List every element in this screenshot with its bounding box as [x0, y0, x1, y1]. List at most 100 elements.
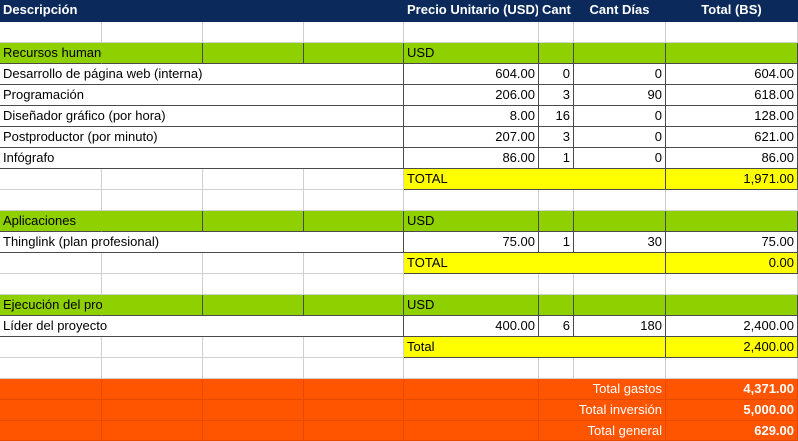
cell[interactable] — [102, 43, 203, 64]
cell[interactable] — [203, 421, 304, 441]
cell[interactable] — [0, 22, 102, 43]
cell[interactable] — [666, 22, 798, 43]
cell[interactable] — [304, 22, 404, 43]
item-description[interactable]: Diseñador gráfico (por hora) — [0, 106, 404, 127]
cell[interactable] — [304, 295, 404, 316]
cell[interactable] — [102, 337, 203, 358]
cell[interactable] — [203, 400, 304, 421]
cell[interactable] — [203, 190, 304, 211]
item-cant[interactable]: 3 — [539, 127, 574, 148]
item-precio[interactable]: 8.00 — [404, 106, 539, 127]
cell[interactable] — [304, 190, 404, 211]
item-total[interactable]: 86.00 — [666, 148, 798, 169]
item-cant[interactable]: 16 — [539, 106, 574, 127]
cell[interactable] — [102, 400, 203, 421]
cell[interactable] — [304, 358, 404, 379]
item-dias[interactable]: 0 — [574, 106, 666, 127]
section-title[interactable]: Aplicaciones — [0, 211, 102, 232]
summary-value[interactable]: 5,000.00 — [666, 400, 798, 421]
cell[interactable] — [203, 379, 304, 400]
cell[interactable] — [539, 43, 574, 64]
section-total-label[interactable]: Total — [404, 337, 666, 358]
summary-label[interactable]: Total inversión — [539, 400, 666, 421]
cell[interactable] — [203, 253, 304, 274]
section-total-label[interactable]: TOTAL — [404, 169, 666, 190]
header-precio[interactable]: Precio Unitario (USD) — [404, 0, 539, 22]
cell[interactable] — [539, 295, 574, 316]
cell[interactable] — [203, 337, 304, 358]
summary-label[interactable]: Total general — [539, 421, 666, 441]
item-dias[interactable]: 180 — [574, 316, 666, 337]
cell[interactable] — [666, 295, 798, 316]
cell[interactable] — [0, 358, 102, 379]
cell[interactable] — [404, 358, 539, 379]
cell[interactable] — [539, 274, 574, 295]
section-total-label[interactable]: TOTAL — [404, 253, 666, 274]
cell[interactable] — [304, 379, 404, 400]
cell[interactable] — [404, 274, 539, 295]
cell[interactable] — [304, 211, 404, 232]
item-total[interactable]: 128.00 — [666, 106, 798, 127]
cell[interactable] — [404, 400, 539, 421]
item-precio[interactable]: 207.00 — [404, 127, 539, 148]
cell[interactable] — [0, 337, 102, 358]
cell[interactable] — [102, 190, 203, 211]
cell[interactable] — [404, 190, 539, 211]
cell[interactable] — [574, 190, 666, 211]
cell[interactable] — [102, 295, 203, 316]
item-precio[interactable]: 86.00 — [404, 148, 539, 169]
item-dias[interactable]: 0 — [574, 127, 666, 148]
item-precio[interactable]: 400.00 — [404, 316, 539, 337]
cell[interactable] — [666, 211, 798, 232]
cell[interactable] — [574, 274, 666, 295]
item-total[interactable]: 75.00 — [666, 232, 798, 253]
item-description[interactable]: Thinglink (plan profesional) — [0, 232, 404, 253]
cell[interactable] — [0, 190, 102, 211]
section-total-value[interactable]: 0.00 — [666, 253, 798, 274]
cell[interactable] — [404, 22, 539, 43]
item-description[interactable]: Infógrafo — [0, 148, 404, 169]
item-total[interactable]: 604.00 — [666, 64, 798, 85]
cell[interactable] — [102, 169, 203, 190]
summary-value[interactable]: 4,371.00 — [666, 379, 798, 400]
cell[interactable] — [102, 253, 203, 274]
cell[interactable] — [102, 421, 203, 441]
cell[interactable] — [304, 169, 404, 190]
cell[interactable] — [203, 295, 304, 316]
cell[interactable] — [574, 43, 666, 64]
cell[interactable] — [304, 43, 404, 64]
cell[interactable] — [0, 421, 102, 441]
item-total[interactable]: 618.00 — [666, 85, 798, 106]
header-cant-dias[interactable]: Cant Días — [574, 0, 666, 22]
cell[interactable] — [102, 22, 203, 43]
section-total-value[interactable]: 2,400.00 — [666, 337, 798, 358]
cell[interactable] — [539, 190, 574, 211]
cell[interactable] — [666, 358, 798, 379]
section-currency[interactable]: USD — [404, 43, 539, 64]
cell[interactable] — [203, 211, 304, 232]
cell[interactable] — [0, 169, 102, 190]
cell[interactable] — [304, 337, 404, 358]
header-total[interactable]: Total (BS) — [666, 0, 798, 22]
cell[interactable] — [203, 43, 304, 64]
cell[interactable] — [404, 421, 539, 441]
item-description[interactable]: Programación — [0, 85, 404, 106]
item-description[interactable]: Desarrollo de página web (interna) — [0, 64, 404, 85]
item-description[interactable]: Líder del proyecto — [0, 316, 404, 337]
item-cant[interactable]: 0 — [539, 64, 574, 85]
item-description[interactable]: Postproductor (por minuto) — [0, 127, 404, 148]
cell[interactable] — [102, 379, 203, 400]
item-cant[interactable]: 3 — [539, 85, 574, 106]
section-currency[interactable]: USD — [404, 295, 539, 316]
item-total[interactable]: 2,400.00 — [666, 316, 798, 337]
cell[interactable] — [574, 211, 666, 232]
section-title[interactable]: Ejecución del proyecto — [0, 295, 134, 316]
cell[interactable] — [102, 358, 203, 379]
cell[interactable] — [0, 253, 102, 274]
section-total-value[interactable]: 1,971.00 — [666, 169, 798, 190]
summary-label[interactable]: Total gastos — [539, 379, 666, 400]
item-total[interactable]: 621.00 — [666, 127, 798, 148]
cell[interactable] — [203, 274, 304, 295]
cell[interactable] — [574, 358, 666, 379]
cell[interactable] — [574, 295, 666, 316]
